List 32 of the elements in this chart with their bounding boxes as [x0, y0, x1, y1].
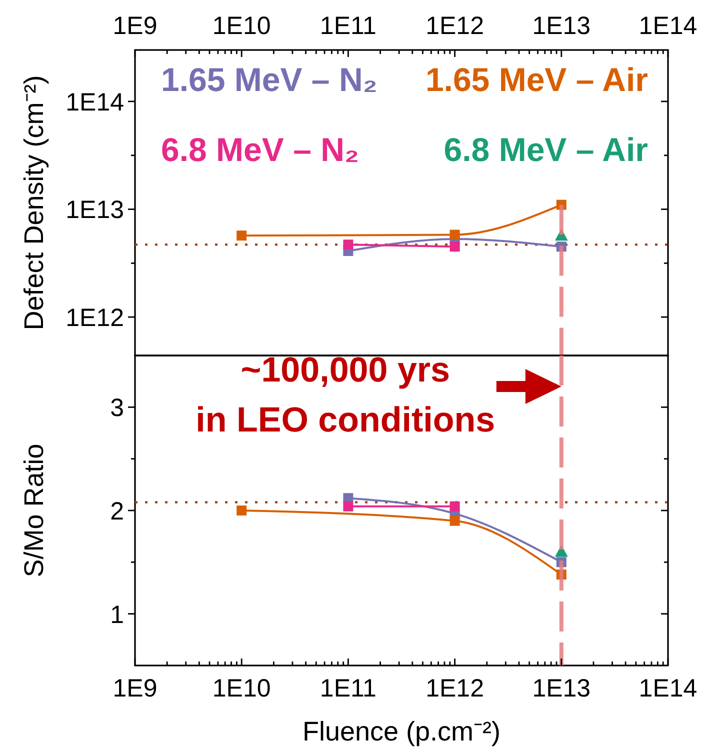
- text: 1.65 MeV – Air: [425, 61, 648, 98]
- x-tick-label: 1E12: [426, 674, 484, 702]
- x-tick-label: 1E11: [320, 12, 376, 40]
- y-tick-label: 2: [110, 498, 124, 526]
- x-tick-label: 1E14: [638, 12, 698, 40]
- point: [450, 242, 460, 252]
- y-axis-title: S/Mo Ratio: [19, 444, 49, 578]
- x-tick-label: 1E14: [638, 674, 698, 702]
- x-tick-label: 1E9: [112, 12, 158, 40]
- x-tick-label: 1E10: [212, 674, 271, 702]
- point: [450, 230, 460, 240]
- text: 1.65 MeV – N₂: [161, 61, 378, 98]
- text: 6.8 MeV – Air: [444, 131, 648, 168]
- y-tick-label: 1: [110, 600, 124, 629]
- x-tick-label: 1E12: [426, 12, 484, 40]
- annotation: ~100,000 yrs in LEO conditions: [196, 350, 496, 440]
- text: 6.8 MeV – N₂: [161, 131, 360, 168]
- y-tick-label: 1E14: [66, 88, 124, 116]
- x-tick-label: 1E13: [532, 12, 591, 40]
- y-tick-label: 3: [110, 394, 124, 422]
- x-tick-label: 1E9: [112, 674, 158, 702]
- x-tick-label: 1E11: [320, 674, 376, 702]
- point: [343, 501, 354, 512]
- point: [343, 240, 354, 250]
- point: [450, 516, 460, 526]
- y-tick-label: 1E13: [66, 196, 124, 224]
- y-tick-label: 1E12: [66, 304, 124, 332]
- y-axis-title: Defect Density (cm⁻²): [19, 75, 49, 330]
- x-tick-label: 1E13: [532, 674, 591, 702]
- point: [450, 501, 460, 512]
- x-tick-label: 1E10: [212, 12, 271, 40]
- x-axis-title: Fluence (p.cm⁻²): [302, 716, 501, 746]
